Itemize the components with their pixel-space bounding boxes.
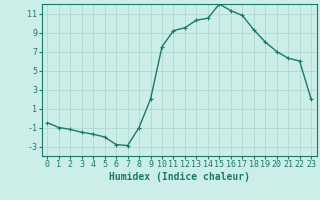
X-axis label: Humidex (Indice chaleur): Humidex (Indice chaleur) [109, 172, 250, 182]
